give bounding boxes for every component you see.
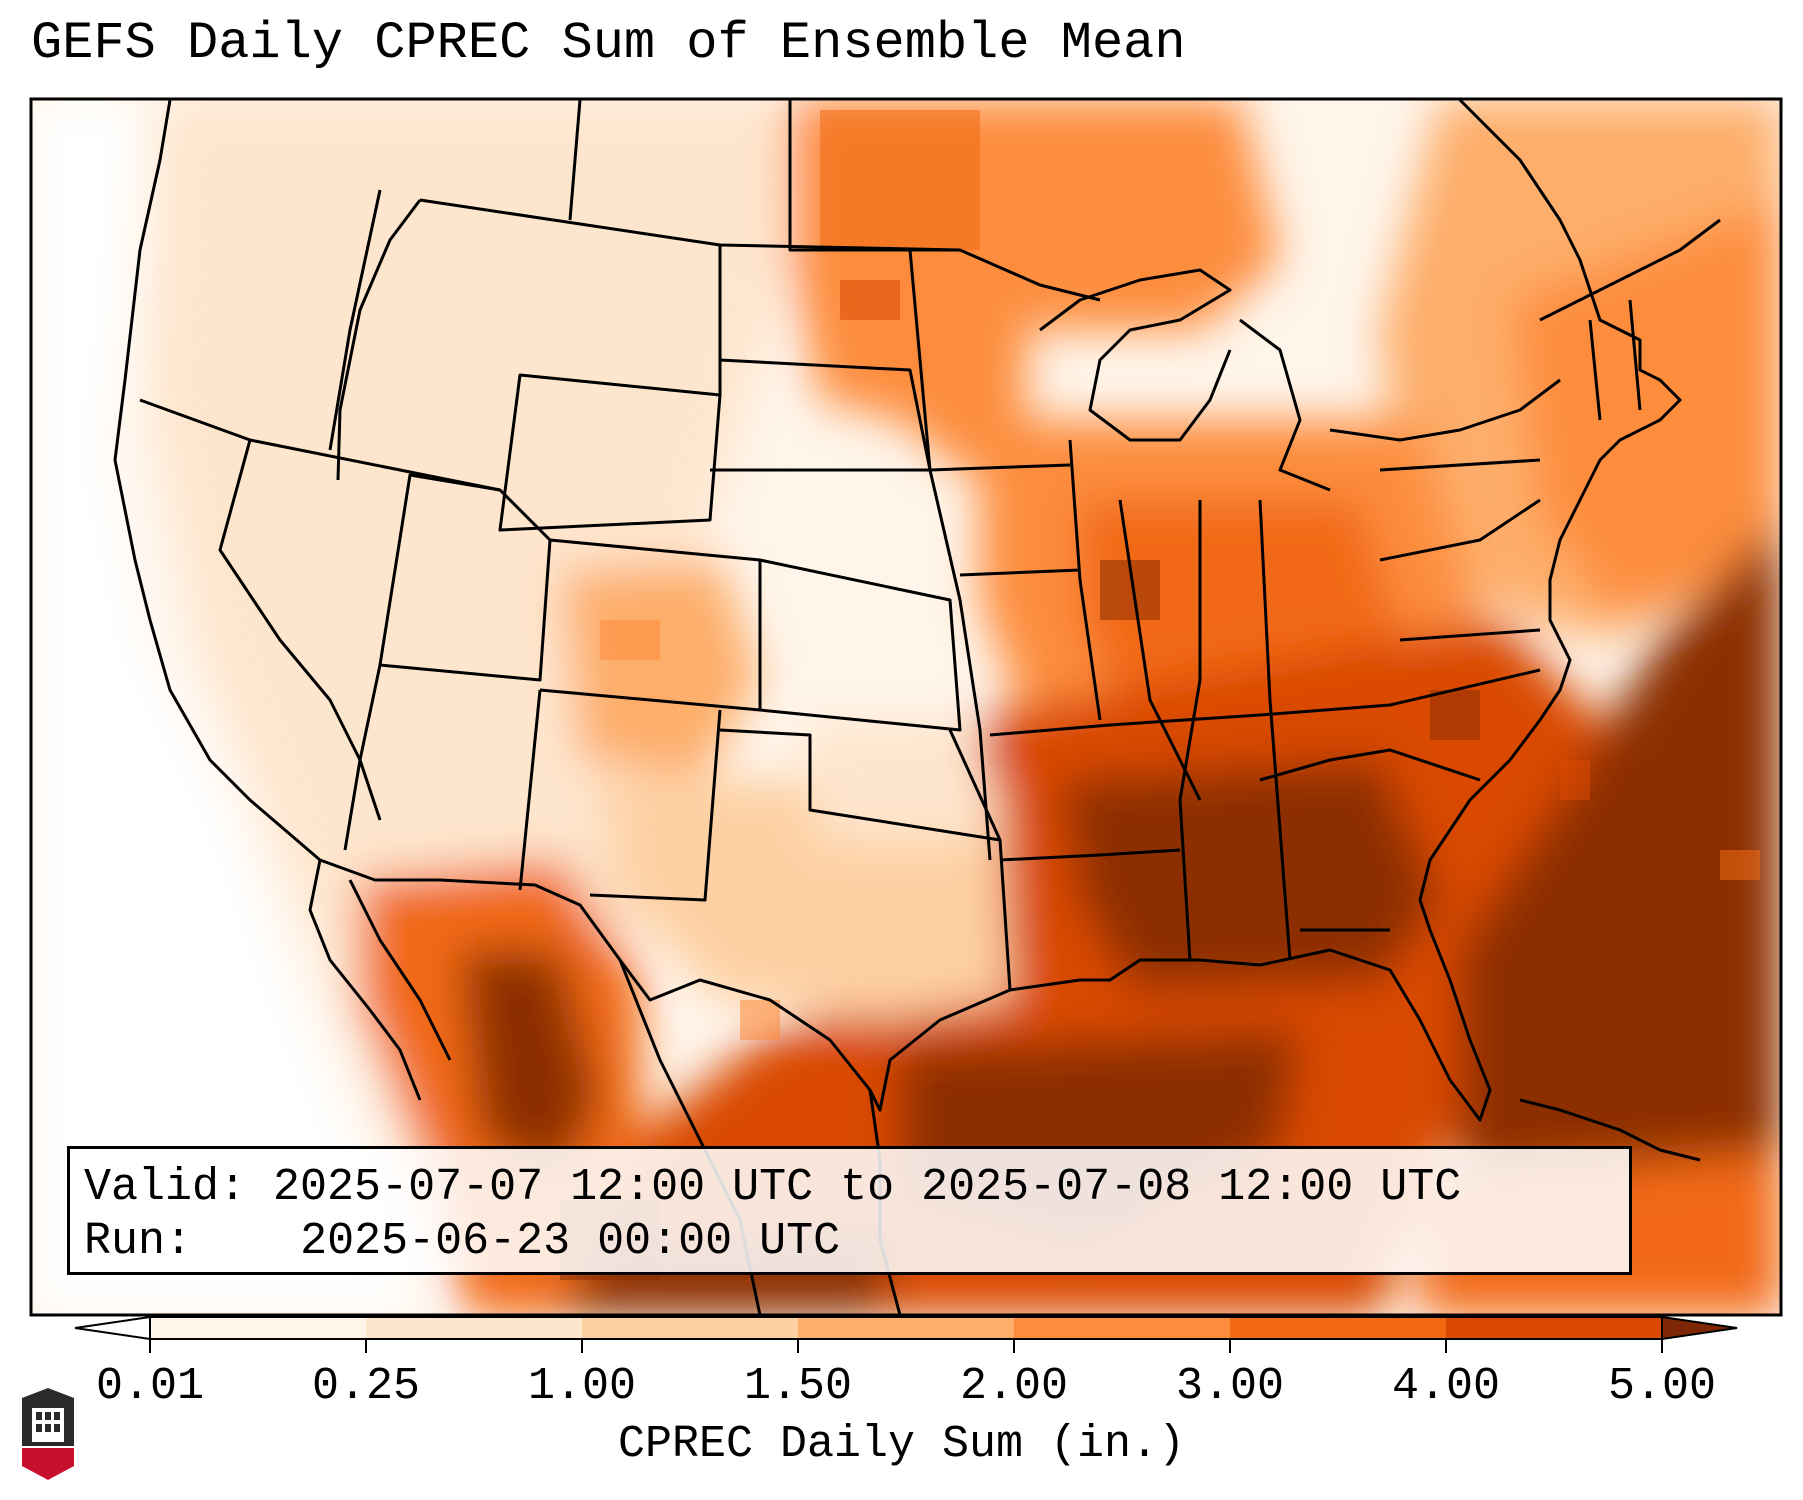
- valid-value: 2025-07-07 12:00 UTC to 2025-07-08 12:00…: [273, 1162, 1462, 1213]
- colorbar-segment: [366, 1317, 583, 1339]
- niu-logo: [22, 1388, 74, 1480]
- colorbar-under-arrow: [74, 1315, 151, 1341]
- colorbar-over-arrow: [1661, 1315, 1738, 1341]
- colorbar-tick-label: 1.50: [743, 1361, 853, 1412]
- valid-row: Valid: 2025-07-07 12:00 UTC to 2025-07-0…: [84, 1165, 1461, 1210]
- valid-label: Valid:: [84, 1162, 247, 1213]
- colorbar-segment: [582, 1317, 799, 1339]
- state-boundaries: [113, 99, 1721, 1315]
- colorbar-segment: [1014, 1317, 1231, 1339]
- colorbar-frame: [149, 1316, 1663, 1340]
- colorbar-tick-label: 0.25: [311, 1361, 421, 1412]
- colorbar-segment: [150, 1317, 367, 1339]
- colorbar-tick-label: 5.00: [1607, 1361, 1717, 1412]
- chart-title: GEFS Daily CPREC Sum of Ensemble Mean: [31, 14, 1186, 73]
- run-label: Run:: [84, 1216, 193, 1267]
- colorbar-tick-label: 4.00: [1391, 1361, 1501, 1412]
- colorbar-label: CPREC Daily Sum (in.): [617, 1419, 1186, 1470]
- colorbar-tick-label: 2.00: [959, 1361, 1069, 1412]
- colorbar-tick-label: 3.00: [1175, 1361, 1285, 1412]
- run-row: Run: 2025-06-23 00:00 UTC: [84, 1219, 840, 1264]
- info-box: Valid: 2025-07-07 12:00 UTC to 2025-07-0…: [67, 1146, 1632, 1275]
- colorbar-tick-label: 1.00: [527, 1361, 637, 1412]
- map-frame: [29, 97, 1783, 1317]
- colorbar-segment: [1446, 1317, 1663, 1339]
- colorbar-tick-label: 0.01: [95, 1361, 205, 1412]
- colorbar-segment: [1230, 1317, 1447, 1339]
- colorbar-segment: [798, 1317, 1015, 1339]
- run-value: 2025-06-23 00:00 UTC: [300, 1216, 841, 1267]
